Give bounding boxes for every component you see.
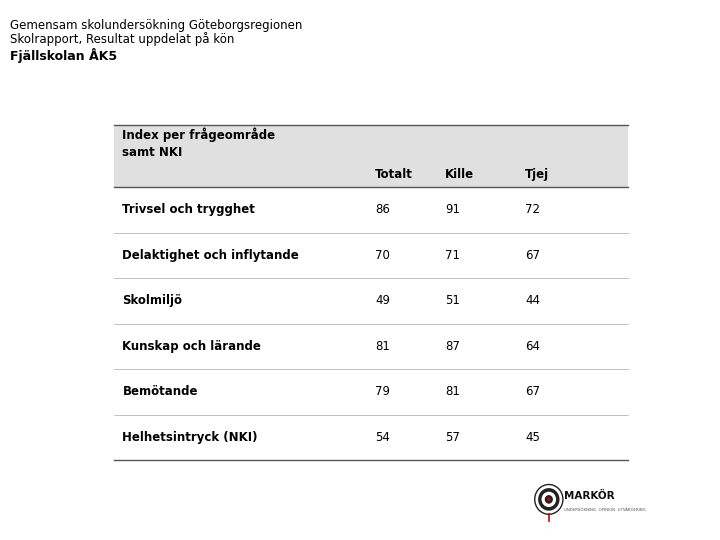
- Text: Tjej: Tjej: [525, 168, 549, 181]
- Text: Kunskap och lärande: Kunskap och lärande: [122, 340, 261, 353]
- Circle shape: [545, 495, 553, 504]
- Text: 44: 44: [525, 294, 540, 307]
- Circle shape: [541, 492, 556, 507]
- Text: Skolrapport, Resultat uppdelat på kön: Skolrapport, Resultat uppdelat på kön: [10, 32, 235, 46]
- Text: 87: 87: [446, 340, 460, 353]
- Text: Delaktighet och inflytande: Delaktighet och inflytande: [122, 249, 299, 262]
- Text: 71: 71: [446, 249, 460, 262]
- Text: 51: 51: [446, 294, 460, 307]
- Text: Bemötande: Bemötande: [122, 386, 198, 399]
- Circle shape: [538, 488, 559, 511]
- Text: 64: 64: [525, 340, 540, 353]
- Text: 81: 81: [375, 340, 390, 353]
- Text: 70: 70: [375, 249, 390, 262]
- Text: Skolmiljö: Skolmiljö: [122, 294, 182, 307]
- Circle shape: [547, 497, 551, 501]
- Text: Totalt: Totalt: [375, 168, 413, 181]
- Text: 57: 57: [446, 431, 460, 444]
- Text: Fjällskolan ÅK5: Fjällskolan ÅK5: [10, 48, 117, 63]
- Text: 72: 72: [525, 204, 540, 217]
- Text: Kille: Kille: [446, 168, 474, 181]
- Circle shape: [535, 484, 563, 514]
- Text: 67: 67: [525, 249, 540, 262]
- Text: MARKÖR: MARKÖR: [564, 491, 615, 501]
- Text: 81: 81: [446, 386, 460, 399]
- Text: Helhetsintryck (NKI): Helhetsintryck (NKI): [122, 431, 258, 444]
- Text: Index per frågeområde
samt NKI: Index per frågeområde samt NKI: [122, 127, 276, 159]
- Text: 86: 86: [375, 204, 390, 217]
- Text: Gemensam skolundersökning Göteborgsregionen: Gemensam skolundersökning Göteborgsregio…: [10, 19, 302, 32]
- Text: 79: 79: [375, 386, 390, 399]
- Text: 54: 54: [375, 431, 390, 444]
- Text: UNDERSÖKNING  OPINION  UTVÄRDERING: UNDERSÖKNING OPINION UTVÄRDERING: [564, 508, 646, 512]
- Text: 49: 49: [375, 294, 390, 307]
- Text: 67: 67: [525, 386, 540, 399]
- Text: 45: 45: [525, 431, 540, 444]
- Text: 91: 91: [446, 204, 460, 217]
- Text: Trivsel och trygghet: Trivsel och trygghet: [122, 204, 256, 217]
